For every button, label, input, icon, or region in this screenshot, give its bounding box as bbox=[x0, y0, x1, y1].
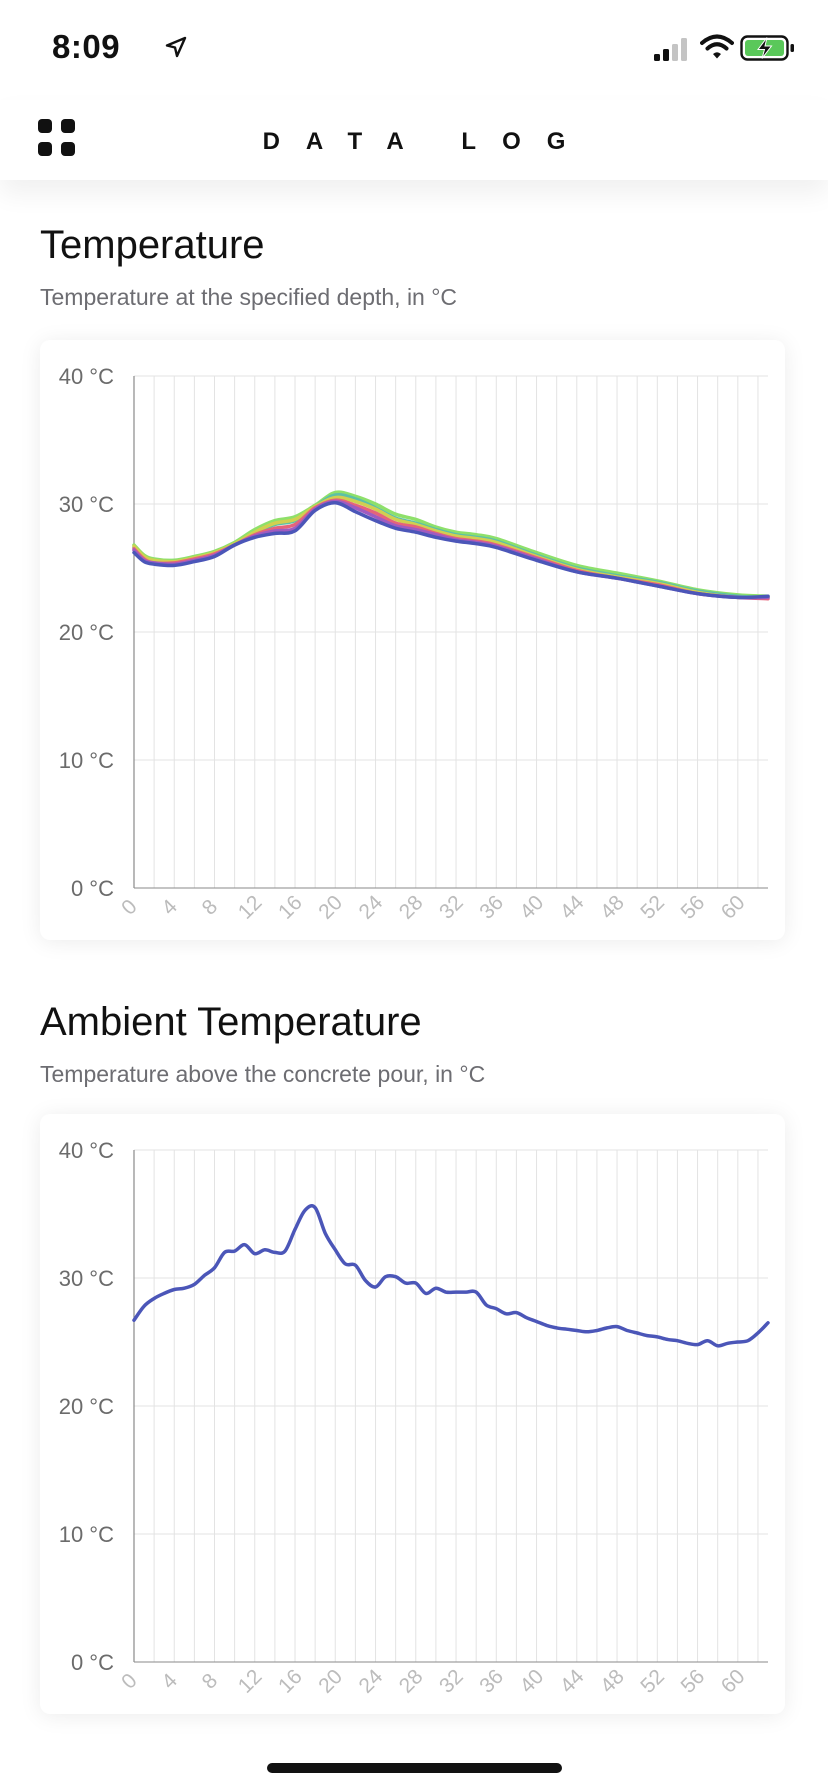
x-tick-label: 60 bbox=[717, 891, 750, 924]
x-tick-label: 44 bbox=[556, 891, 589, 924]
y-tick-label: 0 °C bbox=[71, 1650, 114, 1675]
series-line bbox=[132, 500, 770, 600]
x-tick-label: 32 bbox=[435, 891, 468, 924]
cellular-signal-icon bbox=[654, 38, 687, 61]
temperature-chart: 40 °C30 °C20 °C10 °C0 °C0 4 8 12 16 20 24 28 32 3… bbox=[59, 364, 770, 924]
x-tick-label: 16 bbox=[274, 891, 307, 924]
section-title-temperature: Temperature bbox=[40, 223, 265, 267]
header-bar: DATA LOG bbox=[0, 100, 828, 180]
x-tick-label: 16 bbox=[274, 1665, 307, 1698]
location-arrow-icon bbox=[165, 36, 187, 58]
x-tick-label: 28 bbox=[395, 1665, 428, 1698]
x-tick-label: 40 bbox=[516, 891, 549, 924]
y-tick-label: 20 °C bbox=[59, 1394, 114, 1419]
x-tick-label: 4 bbox=[157, 895, 182, 920]
ambient-temperature-chart-card: 40 °C 30 °C 20 °C 10 °C 0 °C 0 4 8 12 16 20 24 28 32 3… bbox=[40, 1114, 785, 1714]
x-tick-label: 56 bbox=[677, 1665, 710, 1698]
y-tick-label: 10 °C bbox=[59, 748, 114, 773]
x-tick-label: 52 bbox=[636, 891, 669, 924]
x-tick-label: 20 bbox=[314, 891, 347, 924]
x-tick-label: 48 bbox=[596, 1665, 629, 1698]
x-tick-label: 0 bbox=[117, 895, 142, 920]
x-tick-label: 24 bbox=[355, 1665, 388, 1698]
x-tick-label: 52 bbox=[636, 1665, 669, 1698]
y-tick-label: 0 °C bbox=[71, 876, 114, 901]
x-tick-label: 28 bbox=[395, 891, 428, 924]
section-title-ambient-temperature: Ambient Temperature bbox=[40, 1000, 422, 1044]
y-tick-label: 40 °C bbox=[59, 364, 114, 389]
series-line bbox=[132, 1204, 770, 1348]
y-tick-label: 20 °C bbox=[59, 620, 114, 645]
y-tick-label: 10 °C bbox=[59, 1522, 114, 1547]
series-line bbox=[132, 490, 770, 598]
y-tick-label: 40 °C bbox=[59, 1138, 114, 1163]
x-tick-label: 56 bbox=[677, 891, 710, 924]
wifi-icon bbox=[700, 34, 734, 59]
x-tick-label: 32 bbox=[435, 1665, 468, 1698]
y-tick-label: 30 °C bbox=[59, 1266, 114, 1291]
x-tick-label: 4 bbox=[157, 1669, 182, 1694]
x-tick-label: 8 bbox=[198, 1669, 223, 1694]
home-indicator[interactable] bbox=[267, 1763, 562, 1773]
ambient-temperature-chart: 40 °C30 °C20 °C10 °C0 °C0 4 8 12 16 20 24 28 32 3… bbox=[59, 1138, 770, 1698]
menu-grid-icon[interactable] bbox=[38, 119, 78, 159]
app-title: DATA LOG bbox=[262, 128, 592, 155]
x-tick-label: 44 bbox=[556, 1665, 589, 1698]
temperature-chart-card: 40 °C 30 °C 20 °C 10 °C 0 °C 0 4 8 12 16 20 24 28 32 3… bbox=[40, 340, 785, 940]
y-tick-label: 30 °C bbox=[59, 492, 114, 517]
x-tick-label: 8 bbox=[198, 895, 223, 920]
x-tick-label: 0 bbox=[117, 1669, 142, 1694]
x-tick-label: 36 bbox=[475, 891, 508, 924]
x-tick-label: 24 bbox=[355, 891, 388, 924]
status-time: 8:09 bbox=[52, 28, 121, 65]
x-tick-label: 12 bbox=[234, 891, 267, 924]
section-subtitle-temperature: Temperature at the specified depth, in °… bbox=[40, 284, 458, 310]
status-bar: 8:09 bbox=[0, 0, 828, 100]
x-tick-label: 48 bbox=[596, 891, 629, 924]
x-tick-label: 36 bbox=[475, 1665, 508, 1698]
x-tick-label: 40 bbox=[516, 1665, 549, 1698]
section-subtitle-ambient-temperature: Temperature above the concrete pour, in … bbox=[40, 1061, 486, 1087]
battery-charging-icon bbox=[740, 35, 794, 61]
x-tick-label: 60 bbox=[717, 1665, 750, 1698]
x-tick-label: 12 bbox=[234, 1665, 267, 1698]
x-tick-label: 20 bbox=[314, 1665, 347, 1698]
